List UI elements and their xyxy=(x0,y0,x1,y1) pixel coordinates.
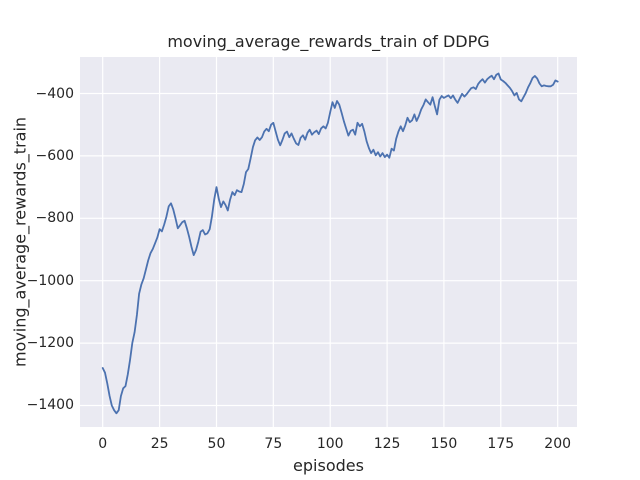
y-tick-label: −800 xyxy=(35,210,74,227)
gridlines xyxy=(80,57,577,427)
x-tick-label: 100 xyxy=(316,436,344,452)
x-tick-label: 25 xyxy=(150,436,169,452)
x-tick-label: 50 xyxy=(207,436,226,452)
plot-canvas xyxy=(80,57,577,427)
x-tick-label: 75 xyxy=(264,436,283,452)
chart-title: moving_average_rewards_train of DDPG xyxy=(167,32,490,51)
y-axis-label: moving_average_rewards_train xyxy=(10,116,30,368)
series-line xyxy=(101,72,559,415)
y-tick-label: −600 xyxy=(35,147,74,164)
y-tick-label: −1000 xyxy=(26,272,74,289)
y-tick-label: −1200 xyxy=(26,335,74,352)
y-tick-label: −1400 xyxy=(26,397,74,414)
x-tick-label: 200 xyxy=(544,436,572,452)
x-tick-label: 150 xyxy=(430,436,458,452)
y-tick-label: −400 xyxy=(35,85,74,102)
x-tick-label: 175 xyxy=(487,436,515,452)
x-axis-label: episodes xyxy=(293,456,364,475)
plot-area xyxy=(80,57,577,427)
x-tick-label: 125 xyxy=(373,436,401,452)
x-tick-label: 0 xyxy=(98,436,108,452)
